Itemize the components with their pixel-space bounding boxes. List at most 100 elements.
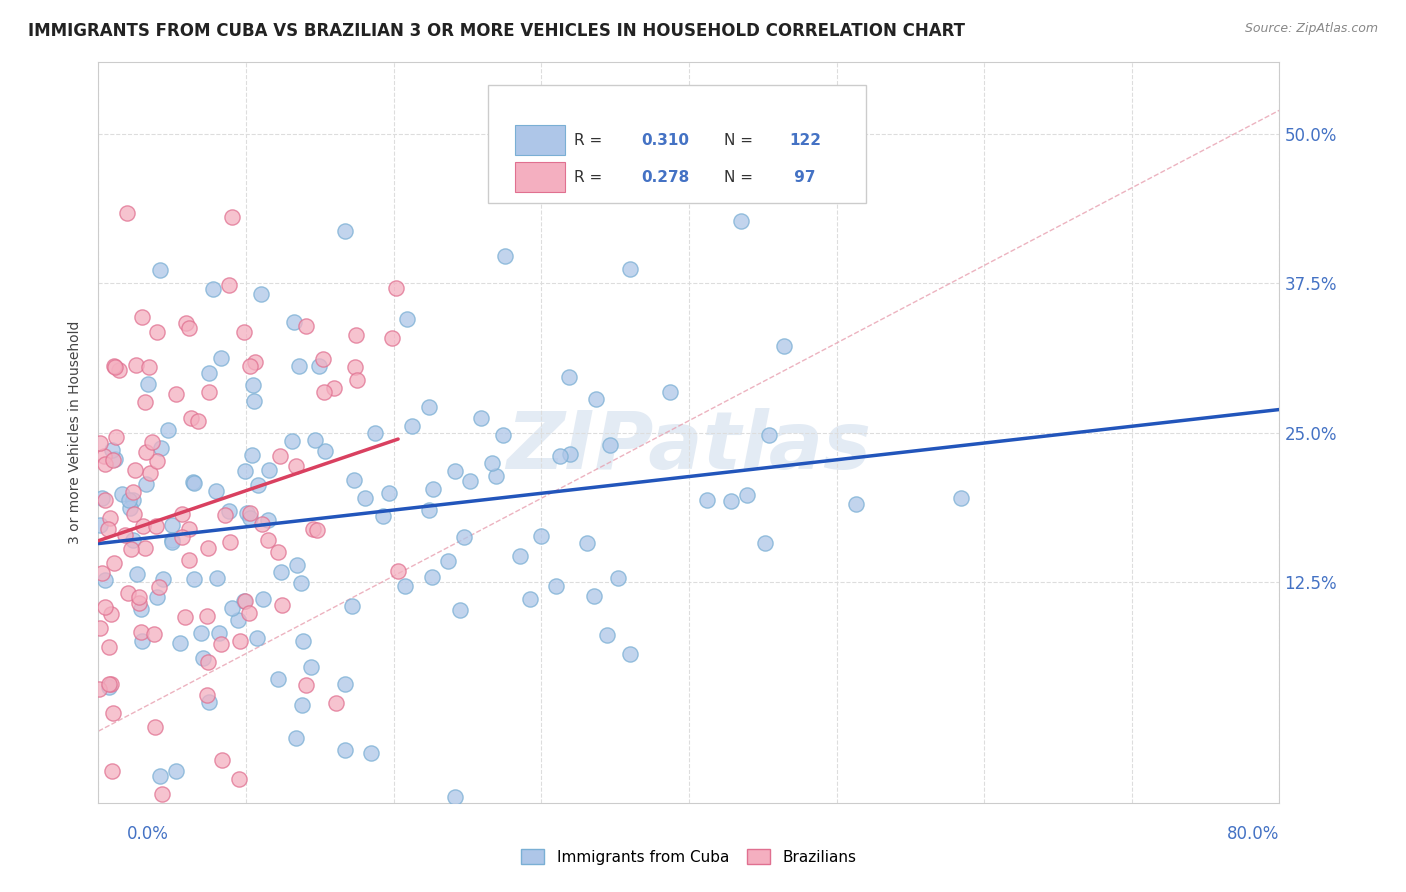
- Point: [322, 381, 344, 395]
- Point: [122, 533, 145, 547]
- Point: [177, 321, 200, 335]
- Point: [599, 438, 621, 452]
- Point: [267, 545, 290, 559]
- Point: [238, 606, 260, 620]
- Point: [285, 558, 308, 573]
- Point: [299, 659, 322, 673]
- Point: [576, 536, 599, 550]
- Point: [141, 435, 163, 450]
- Point: [100, 677, 122, 691]
- Point: [558, 447, 581, 461]
- Point: [314, 384, 336, 399]
- Point: [585, 392, 607, 406]
- Point: [444, 464, 467, 478]
- Point: [209, 351, 232, 366]
- Point: [720, 493, 742, 508]
- Point: [100, 607, 122, 621]
- Point: [97, 522, 120, 536]
- Point: [221, 211, 243, 225]
- Point: [209, 637, 232, 651]
- Point: [160, 535, 183, 549]
- Point: [128, 590, 150, 604]
- Point: [89, 517, 111, 532]
- Point: [104, 360, 127, 375]
- Point: [114, 527, 136, 541]
- Point: [145, 590, 167, 604]
- Point: [343, 474, 366, 488]
- Point: [481, 456, 503, 470]
- Point: [658, 384, 681, 399]
- Point: [129, 602, 152, 616]
- Point: [149, 263, 172, 277]
- Point: [103, 359, 125, 373]
- Point: [118, 493, 141, 508]
- Point: [125, 567, 148, 582]
- Point: [772, 339, 794, 353]
- Point: [165, 387, 187, 401]
- Point: [295, 319, 318, 334]
- Point: [145, 325, 167, 339]
- Point: [198, 385, 221, 400]
- FancyBboxPatch shape: [488, 85, 866, 203]
- Point: [177, 522, 200, 536]
- Point: [285, 731, 308, 745]
- Point: [135, 477, 157, 491]
- Point: [145, 453, 167, 467]
- Point: [301, 522, 323, 536]
- Point: [108, 363, 131, 377]
- Point: [312, 352, 335, 367]
- Point: [98, 511, 121, 525]
- Legend: Immigrants from Cuba, Brazilians: Immigrants from Cuba, Brazilians: [517, 844, 860, 869]
- Point: [269, 449, 291, 463]
- Point: [257, 513, 280, 527]
- Text: N =: N =: [724, 133, 758, 148]
- Point: [378, 485, 401, 500]
- Point: [190, 626, 212, 640]
- Point: [305, 523, 328, 537]
- Point: [696, 493, 718, 508]
- Point: [198, 695, 221, 709]
- Point: [283, 314, 305, 328]
- Point: [284, 459, 307, 474]
- Point: [104, 451, 127, 466]
- Point: [509, 549, 531, 563]
- Point: [304, 433, 326, 447]
- Text: Source: ZipAtlas.com: Source: ZipAtlas.com: [1244, 22, 1378, 36]
- FancyBboxPatch shape: [516, 162, 565, 192]
- Point: [134, 395, 156, 409]
- Point: [470, 410, 492, 425]
- Point: [246, 478, 269, 492]
- Point: [492, 427, 515, 442]
- Point: [290, 575, 312, 590]
- Point: [333, 677, 356, 691]
- Point: [193, 650, 215, 665]
- Point: [124, 462, 146, 476]
- Point: [494, 249, 516, 263]
- Point: [128, 597, 150, 611]
- Point: [101, 443, 124, 458]
- Point: [197, 655, 219, 669]
- Text: 80.0%: 80.0%: [1227, 825, 1279, 843]
- Point: [394, 579, 416, 593]
- Point: [214, 508, 236, 522]
- Point: [149, 769, 172, 783]
- Point: [208, 626, 231, 640]
- Point: [221, 601, 243, 615]
- Point: [343, 360, 366, 375]
- Point: [91, 566, 114, 581]
- Point: [308, 359, 330, 373]
- Point: [136, 376, 159, 391]
- Text: ZIPatlas: ZIPatlas: [506, 409, 872, 486]
- Point: [160, 517, 183, 532]
- Point: [758, 428, 780, 442]
- Point: [115, 206, 138, 220]
- Point: [619, 647, 641, 661]
- Point: [619, 262, 641, 277]
- Point: [730, 214, 752, 228]
- Point: [360, 746, 382, 760]
- Point: [335, 224, 357, 238]
- Point: [134, 444, 156, 458]
- Point: [122, 507, 145, 521]
- Point: [242, 394, 264, 409]
- Point: [530, 529, 553, 543]
